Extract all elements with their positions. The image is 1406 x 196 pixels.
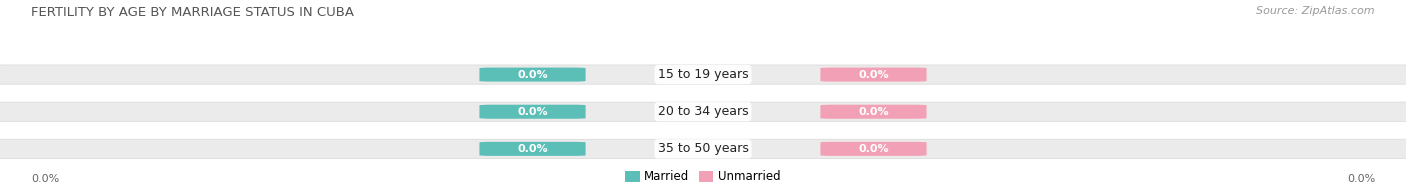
FancyBboxPatch shape: [0, 139, 1406, 159]
Text: 35 to 50 years: 35 to 50 years: [658, 142, 748, 155]
FancyBboxPatch shape: [0, 65, 1406, 84]
FancyBboxPatch shape: [821, 142, 927, 156]
Text: 0.0%: 0.0%: [517, 144, 548, 154]
Text: 0.0%: 0.0%: [858, 107, 889, 117]
Text: 0.0%: 0.0%: [858, 144, 889, 154]
Text: 0.0%: 0.0%: [31, 174, 59, 184]
FancyBboxPatch shape: [479, 105, 585, 119]
Text: 20 to 34 years: 20 to 34 years: [658, 105, 748, 118]
Text: Source: ZipAtlas.com: Source: ZipAtlas.com: [1257, 6, 1375, 16]
Text: 0.0%: 0.0%: [517, 70, 548, 80]
Legend: Married, Unmarried: Married, Unmarried: [620, 166, 786, 188]
Text: 0.0%: 0.0%: [858, 70, 889, 80]
FancyBboxPatch shape: [0, 102, 1406, 121]
Text: 15 to 19 years: 15 to 19 years: [658, 68, 748, 81]
Text: 0.0%: 0.0%: [517, 107, 548, 117]
FancyBboxPatch shape: [821, 105, 927, 119]
Text: 0.0%: 0.0%: [1347, 174, 1375, 184]
Text: FERTILITY BY AGE BY MARRIAGE STATUS IN CUBA: FERTILITY BY AGE BY MARRIAGE STATUS IN C…: [31, 6, 354, 19]
FancyBboxPatch shape: [479, 68, 585, 82]
FancyBboxPatch shape: [821, 68, 927, 82]
FancyBboxPatch shape: [479, 142, 585, 156]
